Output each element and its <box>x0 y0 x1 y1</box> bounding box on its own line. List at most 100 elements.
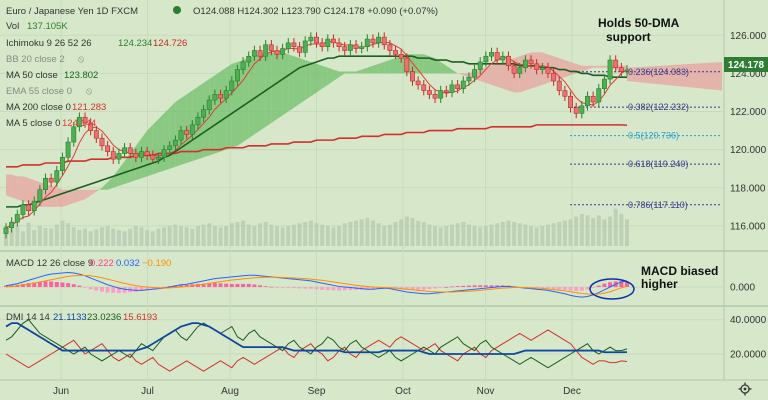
macd-histogram-bar <box>472 285 477 287</box>
volume-bar <box>60 220 65 246</box>
fib-level-label: 0.5(120.736) <box>628 131 679 141</box>
volume-bar <box>20 231 25 246</box>
volume-bar <box>331 227 336 246</box>
candle-body <box>517 67 523 74</box>
macd-histogram-bar <box>162 287 167 288</box>
hidden-eye-icon-bb[interactable]: ⦸ <box>78 54 85 65</box>
candle-body <box>116 153 122 160</box>
volume-bar <box>263 222 268 246</box>
time-tick-label: Sep <box>308 386 326 397</box>
dmi-plus-line <box>5 319 628 369</box>
volume-bar <box>500 222 505 246</box>
legend-title[interactable]: Euro / Japanese Yen 1D FXCM <box>6 6 138 17</box>
cloud-segment <box>423 54 430 74</box>
legend-macd-v1: 0.222 <box>90 258 114 269</box>
candle-body <box>88 122 94 131</box>
candle-body <box>167 145 173 150</box>
candle-body <box>26 204 32 211</box>
macd-histogram-bar <box>450 286 454 288</box>
candle-body <box>274 50 280 55</box>
macd-histogram-bar <box>88 287 93 290</box>
candle-body <box>257 50 263 57</box>
volume-bar <box>342 223 347 246</box>
cloud-segment <box>559 58 565 80</box>
volume-bar <box>365 218 370 246</box>
cloud-segment <box>181 94 187 165</box>
volume-bar <box>557 222 562 246</box>
macd-histogram-bar <box>139 287 144 291</box>
candle-body <box>3 227 9 234</box>
cloud-segment <box>248 56 255 139</box>
volume-bar <box>241 220 246 246</box>
candle-body <box>359 46 365 49</box>
volume-bar <box>66 223 71 246</box>
macd-histogram-bar <box>37 281 42 287</box>
macd-histogram-bar <box>269 286 274 288</box>
legend-ichimoku-v2: 124.726 <box>153 38 187 49</box>
cloud-segment <box>96 187 102 192</box>
volume-bars <box>4 208 629 246</box>
cloud-segment <box>593 65 599 68</box>
cloud-segment <box>11 174 18 200</box>
volume-bar <box>167 226 172 246</box>
cloud-segment <box>384 60 390 74</box>
macd-highlight-circle <box>589 278 635 300</box>
candle-body <box>410 71 415 82</box>
macd-histogram-bar <box>179 284 183 287</box>
cloud-segment <box>169 101 176 169</box>
volume-bar <box>246 224 251 246</box>
macd-histogram-bar <box>534 287 539 289</box>
legend-ma50-label[interactable]: MA 50 close <box>6 70 58 81</box>
legend-ma200-label[interactable]: MA 200 close 0 <box>6 102 71 113</box>
cloud-segment <box>113 168 119 188</box>
volume-bar <box>410 218 415 246</box>
legend-macd-label[interactable]: MACD 12 26 close 9 <box>6 258 93 269</box>
macd-histogram-bar <box>77 285 82 287</box>
candle-body <box>613 59 619 68</box>
legend-bb-label[interactable]: BB 20 close 2 <box>6 54 65 65</box>
volume-bar <box>376 223 381 246</box>
hidden-eye-icon-ema[interactable]: ⦸ <box>86 86 93 97</box>
macd-histogram-bar <box>331 287 336 291</box>
legend-ma5-value: 124.144 <box>62 118 96 129</box>
volume-bar <box>308 220 313 246</box>
legend-macd-v3: −0.190 <box>142 258 171 269</box>
volume-bar <box>77 230 82 246</box>
macd-histogram-bar <box>568 287 573 291</box>
candle-body <box>539 67 545 70</box>
macd-histogram-bar <box>455 286 460 287</box>
legend-dmi-v1: 21.1133 <box>53 312 87 323</box>
volume-bar <box>450 224 454 246</box>
candle-body <box>172 139 178 147</box>
macd-histogram-bar <box>26 283 31 287</box>
macd-histogram-bar <box>263 286 268 287</box>
candle-body <box>483 55 489 63</box>
legend-dmi-label[interactable]: DMI 14 14 <box>6 312 50 323</box>
cloud-segment <box>372 63 379 74</box>
legend-ema55-label[interactable]: EMA 55 close 0 <box>6 86 72 97</box>
candle-body <box>201 109 207 118</box>
candle-body <box>511 65 517 74</box>
price-tick-label: 118.000 <box>730 183 766 194</box>
settings-gear-icon[interactable] <box>738 382 752 396</box>
macd-histogram-bar <box>60 282 65 287</box>
volume-bar <box>551 223 556 246</box>
legend-ichimoku-label[interactable]: Ichimoku 9 26 52 26 <box>6 38 92 49</box>
dmi-tick-label: 20.0000 <box>730 350 767 361</box>
cloud-segment <box>576 63 582 74</box>
candle-body <box>325 38 331 47</box>
legend-vol-label[interactable]: Vol <box>6 21 19 32</box>
legend-ma5-label[interactable]: MA 5 close 0 <box>6 118 60 129</box>
volume-bar <box>534 227 539 246</box>
macd-histogram-bar <box>416 287 421 290</box>
candle-body <box>251 50 257 57</box>
macd-histogram-bar <box>427 287 432 290</box>
macd-histogram-bar <box>66 283 71 287</box>
candle-body <box>297 46 303 53</box>
volume-bar <box>540 226 545 246</box>
candle-body <box>477 61 483 70</box>
legend-dmi-v3: 15.6193 <box>123 312 157 323</box>
volume-bar <box>269 224 274 246</box>
legend-dmi-v2: 23.0236 <box>87 312 121 323</box>
